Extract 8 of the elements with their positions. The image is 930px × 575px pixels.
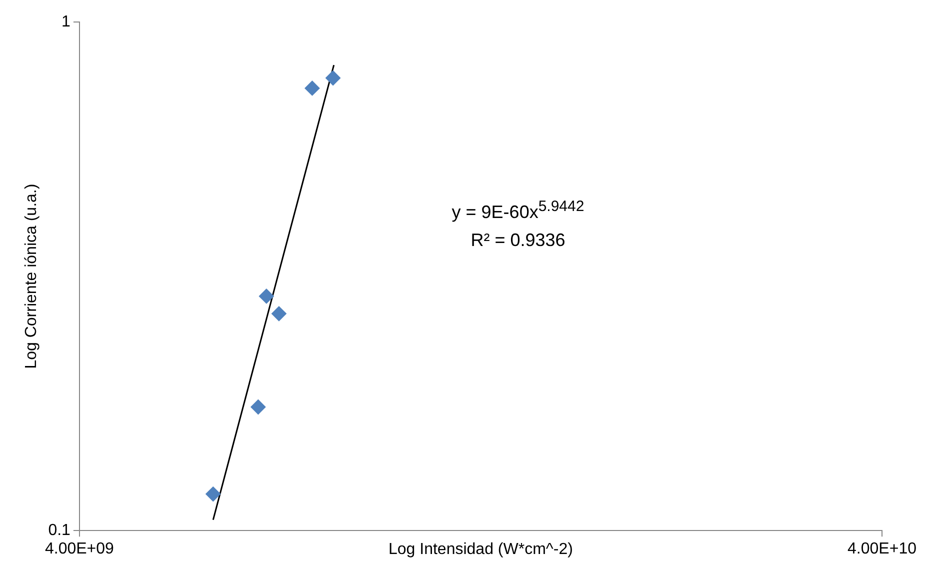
annotation: y = 9E-60x$^{5.9442}$ bbox=[450, 197, 586, 224]
x-tick-label: 4.00E+10 bbox=[848, 540, 917, 558]
y-tick-label: 1 bbox=[62, 13, 71, 30]
x-tick-label: 4.00E+09 bbox=[44, 540, 114, 558]
y-axis-title: Log Corriente iónica (u.a.) bbox=[23, 184, 40, 369]
x-axis-title: Log Intensidad (W*cm^-2) bbox=[388, 540, 573, 558]
annotation: R² = 0.9336 bbox=[470, 229, 566, 252]
y-tick-label: 0.1 bbox=[48, 522, 71, 540]
